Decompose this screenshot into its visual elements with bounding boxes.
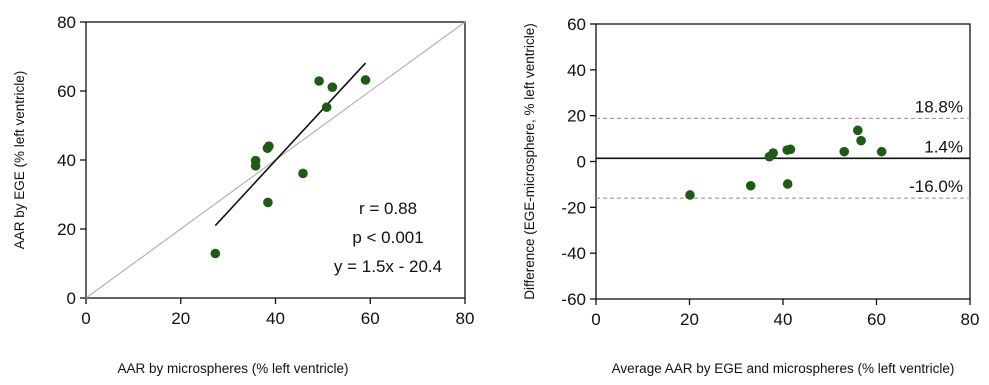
correlation-plot: 0 20 40 60 80 0 20 40 60 80 AAR by microspheres (%… [12,13,474,376]
y-tick-label: 0 [577,153,586,172]
data-point [327,82,338,93]
plot-frame [595,23,971,300]
x-tick-label: 0 [81,309,90,328]
bland-altman-plot: 0 20 40 60 80 -60 -40 -20 0 20 40 60 Average AAR by … [522,15,979,376]
data-point [250,155,261,166]
y-tick-label: 60 [57,82,76,101]
data-point [768,148,778,158]
reference-line-label: 1.4% [924,137,963,156]
y-tick-label: 40 [567,61,586,80]
stat-annotation: p < 0.001 [352,228,423,247]
y-tick-label: 40 [57,151,76,170]
y-tick-label: 20 [57,220,76,239]
y-tick-label: 60 [567,15,586,34]
data-point [876,146,887,157]
y-tick-label: -40 [561,244,586,263]
y-tick-label: 80 [57,13,76,32]
y-tick-label: 0 [67,289,76,308]
data-point [314,76,324,86]
x-tick-label: 60 [867,310,886,329]
data-point [321,102,332,113]
data-point [263,197,273,208]
y-tick-label: 20 [567,107,586,126]
data-point [856,135,866,146]
reference-line-label: -16.0% [909,177,963,196]
x-axis-title: AAR by microspheres (% left ventricle) [117,361,348,376]
data-point [264,141,274,151]
x-tick-label: 20 [171,309,190,328]
y-tick-label: -60 [561,290,586,309]
x-tick-label: 20 [680,310,699,329]
regression-line [214,62,367,227]
x-tick-label: 80 [456,309,475,328]
x-tick-label: 0 [591,310,600,329]
y-axis-title: Difference (EGE-microsphere, % left vent… [522,23,537,300]
data-point [745,180,756,191]
x-tick-label: 60 [361,309,380,328]
data-point [785,144,796,155]
data-point [360,75,371,85]
y-axis-title: AAR by EGE (% left ventricle) [12,71,27,250]
x-tick-label: 80 [961,310,980,329]
data-point [782,179,793,189]
stat-annotation: r = 0.88 [359,199,417,218]
data-point [839,146,850,157]
y-tick-label: -20 [561,198,586,217]
data-point [210,248,221,259]
data-point [853,125,863,136]
x-tick-label: 40 [774,310,793,329]
x-tick-label: 40 [266,309,285,328]
data-point [685,190,695,200]
reference-line-label: 18.8% [915,97,963,116]
stat-annotation: y = 1.5x - 20.4 [334,257,442,276]
x-axis-title: Average AAR by EGE and microspheres (% l… [612,361,955,376]
data-point [298,168,308,179]
